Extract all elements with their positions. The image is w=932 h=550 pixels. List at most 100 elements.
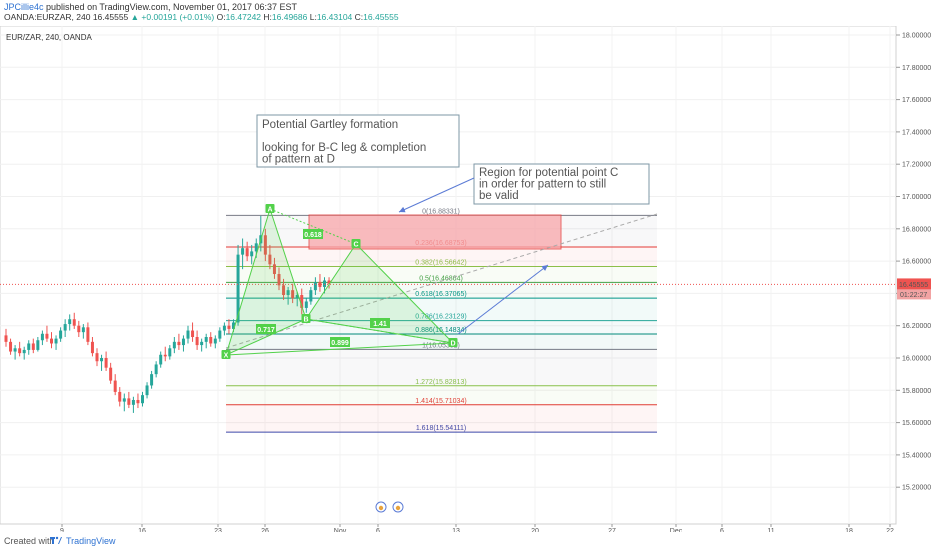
candle-body — [45, 333, 49, 339]
note-box-region[interactable] — [473, 163, 650, 205]
fib-band — [226, 246, 657, 267]
x-tick-label: 16 — [138, 528, 146, 532]
candle-body — [195, 337, 199, 346]
x-tick-label: 6 — [376, 528, 380, 532]
text-notes[interactable]: Potential Gartley formation looking for B… — [256, 114, 650, 335]
price-chart[interactable]: 0(16.88331)0.236(16.68753)0.382(16.56642… — [0, 26, 932, 532]
candle-body — [50, 338, 53, 344]
candle-body — [68, 319, 72, 325]
candle-body — [300, 295, 304, 308]
fib-level-label: 0.5(16.46864) — [419, 275, 463, 282]
candle-body — [31, 343, 35, 350]
open-value: 16.47242 — [225, 12, 262, 22]
candle-body — [27, 343, 31, 350]
candle-body — [122, 398, 126, 402]
x-tick-label: 6 — [720, 528, 724, 532]
gartley-pattern[interactable]: X A B C D 0.618 0.717 1.41 0.899 — [221, 204, 458, 360]
pattern-point-x[interactable] — [221, 350, 231, 359]
candle-body — [22, 349, 26, 354]
candle-body — [63, 324, 67, 331]
candle-body — [13, 348, 17, 352]
high-value: 16.49686 — [271, 12, 308, 22]
candle-body — [295, 295, 299, 299]
x-tick-label: 13 — [452, 528, 460, 532]
y-tick-label: 17.40000 — [902, 129, 931, 136]
close-label: C: — [354, 12, 364, 22]
candle-body — [286, 290, 290, 296]
candle-body — [100, 358, 104, 362]
candle-body — [81, 327, 85, 333]
y-tick-label: 16.20000 — [902, 323, 931, 330]
candle-body — [200, 341, 204, 346]
pattern-point-a[interactable] — [265, 204, 275, 213]
time-axis[interactable]: 9 16 23 26 Nov 6 13 20 27 Dec 6 11 18 22 — [60, 501, 894, 532]
candle-body — [59, 330, 63, 339]
note-box-gartley[interactable] — [256, 114, 460, 168]
candle-body — [272, 264, 276, 275]
candle-body — [40, 333, 44, 341]
note-gartley-line: looking for B-C leg & completion — [262, 142, 426, 154]
plot-area — [0, 26, 897, 525]
region-rectangle[interactable] — [308, 214, 562, 250]
y-tick-label: 16.80000 — [902, 226, 931, 233]
candle-body — [236, 254, 240, 323]
candle-body — [277, 274, 281, 286]
fib-level-label: 1.272(15.82813) — [415, 379, 466, 386]
candle-body — [313, 282, 317, 291]
fibonacci-retracement[interactable]: 0(16.88331)0.236(16.68753)0.382(16.56642… — [226, 208, 657, 433]
high-label: H: — [263, 12, 272, 22]
candle-body — [268, 254, 272, 265]
y-tick-label: 15.40000 — [902, 452, 931, 459]
fib-band — [226, 404, 657, 433]
pattern-point-d[interactable] — [448, 338, 458, 347]
note-gartley-line: Potential Gartley formation — [262, 119, 398, 131]
candle-body — [191, 330, 195, 338]
current-price-label: 16.45555 — [899, 282, 928, 289]
footer: Created with TradingView — [0, 532, 932, 550]
x-tick-label: 18 — [845, 528, 853, 532]
candle-body — [72, 319, 76, 326]
xab-triangle[interactable] — [225, 207, 307, 356]
candle-body — [154, 364, 158, 375]
price-axis[interactable]: 18.00000 17.80000 17.60000 17.40000 17.20000… — [896, 33, 931, 492]
y-tick-label: 16.60000 — [902, 259, 931, 266]
candle-body — [218, 330, 222, 339]
trend-line[interactable] — [225, 213, 658, 349]
tradingview-brand[interactable]: TradingView — [66, 536, 116, 546]
candle-body — [177, 341, 181, 346]
candle-body — [245, 248, 249, 257]
candle-body — [159, 354, 163, 365]
candle-body — [291, 290, 295, 299]
author-link[interactable]: JPCillie4c — [4, 2, 44, 12]
low-value: 16.43104 — [316, 12, 353, 22]
fib-band — [226, 282, 657, 299]
y-tick-label: 17.60000 — [902, 97, 931, 104]
note-region-line: Region for potential point C — [479, 167, 618, 179]
candle-body — [204, 337, 208, 342]
created-with-text: Created with — [4, 536, 55, 546]
pattern-ratio-tag — [370, 318, 390, 328]
fib-band — [226, 266, 657, 283]
bcd-triangle[interactable] — [305, 243, 455, 344]
y-tick-label: 16.00000 — [902, 356, 931, 363]
pattern-point-c[interactable] — [351, 239, 361, 248]
candle-body — [131, 399, 135, 405]
candle-body — [136, 399, 140, 404]
pattern-point-label: A — [267, 207, 272, 214]
candle-body — [227, 325, 231, 329]
event-marker-icon-dot — [395, 505, 401, 511]
candle-body — [213, 338, 217, 344]
candle-body — [304, 301, 308, 308]
y-tick-label: 17.00000 — [902, 194, 931, 201]
candle-body — [145, 385, 149, 396]
pattern-point-b[interactable] — [301, 314, 311, 323]
symbol-name: OANDA:EURZAR, 240 — [4, 12, 91, 22]
candle-body — [77, 325, 81, 333]
pattern-ratio-tag — [303, 229, 323, 239]
x-tick-label: 27 — [608, 528, 616, 532]
publish-info: JPCillie4c published on TradingView.com,… — [4, 2, 297, 12]
fib-level-label: 0.382(16.56642) — [415, 260, 466, 267]
open-label: O: — [216, 12, 226, 22]
region-c-zone[interactable] — [225, 213, 658, 349]
candle-body — [309, 290, 313, 302]
